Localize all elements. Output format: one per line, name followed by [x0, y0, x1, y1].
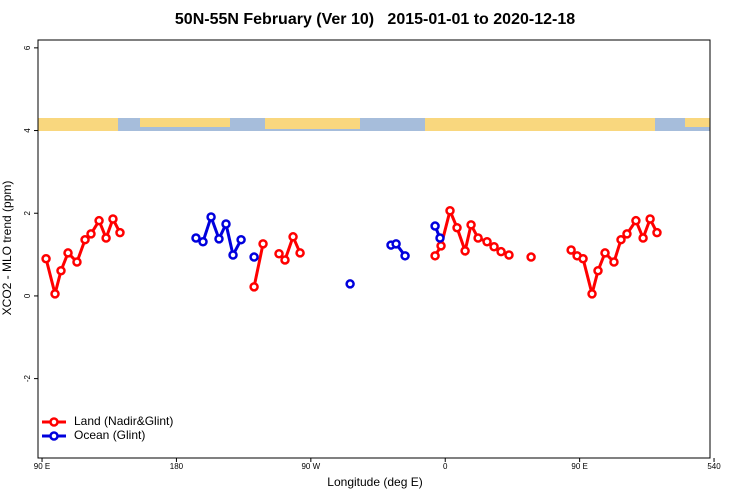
data-point: [638, 233, 648, 243]
data-point: [258, 239, 268, 249]
data-point: [566, 245, 576, 255]
data-point: [214, 234, 224, 244]
data-point: [496, 246, 506, 257]
data-point: [50, 289, 60, 299]
data-point: [587, 289, 597, 299]
data-point: [435, 233, 445, 243]
series-line: [195, 212, 442, 260]
data-point: [430, 221, 440, 231]
land-band: [140, 118, 230, 127]
data-point: [115, 227, 125, 238]
data-point: [436, 241, 446, 251]
plot-frame: [37, 39, 711, 459]
data-point: [295, 248, 305, 258]
x-tick-label: 540: [707, 462, 721, 471]
data-point: [466, 220, 476, 230]
legend-label: Ocean (Glint): [74, 428, 145, 442]
data-point: [228, 250, 238, 260]
data-point: [191, 233, 201, 243]
y-axis-label: XCO2 - MLO trend (ppm): [0, 181, 14, 316]
data-point: [249, 252, 259, 262]
data-point: [609, 257, 619, 267]
data-point: [41, 253, 51, 264]
data-point: [249, 282, 259, 292]
data-point: [460, 246, 470, 256]
data-point: [600, 248, 610, 258]
data-point: [631, 215, 641, 226]
y-tick-label: -2: [23, 375, 32, 383]
data-point: [280, 255, 290, 265]
data-point: [345, 279, 355, 289]
data-point: [489, 241, 499, 252]
data-point: [645, 214, 655, 224]
x-tick-label: 90 W: [301, 462, 320, 471]
data-point: [108, 214, 118, 224]
y-tick-label: 6: [23, 45, 32, 50]
land-ocean-strip: [38, 118, 710, 131]
land-band: [425, 118, 655, 131]
data-point: [63, 248, 73, 258]
x-tick-label: 180: [170, 462, 184, 471]
x-tick-label: 0: [443, 462, 448, 471]
data-point: [526, 252, 536, 262]
data-point: [391, 239, 401, 249]
land-band: [265, 118, 360, 129]
data-point: [616, 234, 626, 245]
data-point: [56, 265, 66, 276]
data-point: [236, 234, 246, 245]
data-point: [80, 234, 90, 245]
land-band: [685, 118, 710, 127]
data-point: [221, 219, 231, 229]
data-point: [206, 212, 216, 222]
y-tick-label: 2: [23, 210, 32, 215]
data-point: [578, 253, 588, 264]
data-point: [400, 251, 410, 261]
data-point: [593, 265, 603, 276]
data-point: [101, 233, 111, 243]
data-point: [430, 251, 440, 261]
land-band: [38, 118, 118, 131]
x-axis-label: Longitude (deg E): [327, 475, 422, 489]
data-point: [622, 229, 632, 239]
data-point: [274, 249, 284, 259]
data-point: [452, 222, 462, 233]
legend-marker: [49, 431, 59, 441]
x-tick-label: 90 E: [571, 462, 587, 471]
legend-label: Land (Nadir&Glint): [74, 414, 173, 428]
data-point: [473, 233, 483, 243]
data-point: [504, 250, 514, 260]
data-point: [72, 257, 82, 267]
data-point: [482, 237, 492, 247]
legend-marker: [49, 417, 59, 427]
y-tick-label: 4: [23, 128, 32, 133]
data-point: [288, 232, 298, 242]
y-tick-label: 0: [23, 293, 32, 298]
data-point: [198, 237, 208, 247]
data-point: [94, 215, 104, 226]
data-point: [652, 227, 662, 238]
chart-title: 50N-55N February (Ver 10) 2015-01-01 to …: [175, 11, 575, 28]
data-point: [445, 206, 455, 216]
x-tick-label: 90 E: [34, 462, 50, 471]
data-point: [86, 229, 96, 239]
